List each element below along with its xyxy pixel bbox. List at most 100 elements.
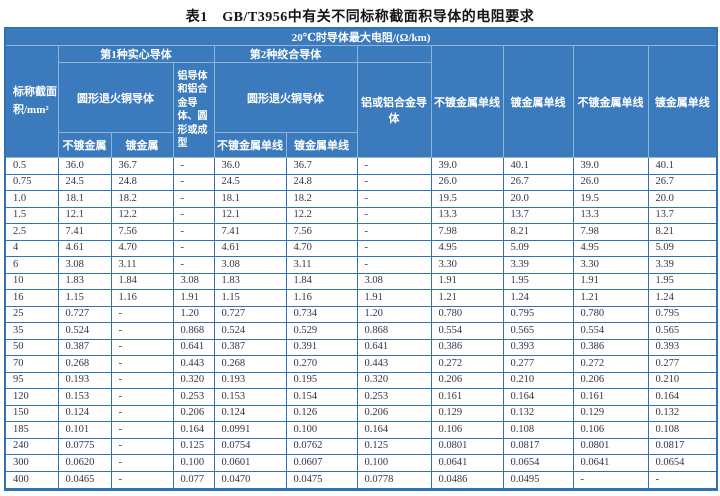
resistance-table: 20℃时导体最大电阻/(Ω/km) 标称截面积/mm² 第1种实心导体 第2种绞… bbox=[4, 27, 719, 491]
row-label-cell: 0.5 bbox=[4, 157, 59, 175]
row-label-cell: 1.0 bbox=[4, 190, 59, 208]
value-cell: 0.0778 bbox=[356, 470, 432, 491]
value-cell: - bbox=[356, 223, 432, 241]
value-cell: 0.0620 bbox=[57, 454, 112, 472]
value-cell: 0.129 bbox=[430, 404, 504, 423]
value-cell: 3.39 bbox=[502, 256, 574, 274]
value-cell: 0.524 bbox=[213, 322, 287, 340]
table-row: 300 0.0620-0.100 0.0601 0.0607 0.100 0.0641 0.… bbox=[4, 454, 718, 472]
row-label-cell: 95 bbox=[4, 371, 59, 390]
value-cell: 1.24 bbox=[502, 289, 574, 307]
value-cell: - bbox=[172, 173, 215, 192]
value-cell: 36.7 bbox=[110, 157, 174, 175]
value-cell: 1.16 bbox=[110, 289, 174, 307]
value-cell: 1.24 bbox=[647, 289, 718, 307]
value-cell: 0.206 bbox=[430, 371, 504, 390]
value-cell: 7.56 bbox=[285, 223, 358, 241]
value-cell: 24.8 bbox=[285, 173, 358, 192]
row-label-cell: 35 bbox=[4, 322, 59, 340]
row-label-cell: 300 bbox=[4, 454, 59, 472]
value-cell: 12.2 bbox=[110, 206, 174, 225]
value-cell: 0.386 bbox=[430, 338, 504, 357]
value-cell: 0.154 bbox=[285, 388, 358, 406]
table-row: 50 0.387-0.641 0.387 0.391 0.641 0.386 0.393 0.… bbox=[4, 338, 718, 357]
value-cell: 0.268 bbox=[57, 355, 112, 373]
table-row: 150 0.124-0.206 0.124 0.126 0.206 0.129 0.132 0… bbox=[4, 404, 718, 423]
value-cell: - bbox=[172, 223, 215, 241]
table-row: 10 1.83 1.84 3.08 1.83 1.84 3.08 1.91 1.95 1.91 1.… bbox=[4, 272, 718, 291]
value-cell: 0.253 bbox=[356, 388, 432, 406]
value-cell: 12.2 bbox=[285, 206, 358, 225]
value-cell: 0.0801 bbox=[572, 437, 649, 456]
value-cell: 0.161 bbox=[572, 388, 649, 406]
value-cell: 26.0 bbox=[572, 173, 649, 192]
row-label-cell: 240 bbox=[4, 437, 59, 456]
header-aluminum-solid: 铝导体和铝合金导体、圆形或成型 bbox=[172, 62, 215, 158]
header-row-4: 不镀金属 镀金属 不镀金属单线 镀金属单线 bbox=[5, 132, 717, 158]
value-cell: 1.91 bbox=[430, 272, 504, 291]
value-cell: 0.529 bbox=[285, 322, 358, 340]
value-cell: 0.320 bbox=[356, 371, 432, 390]
value-cell: 0.554 bbox=[430, 322, 504, 340]
header-row-1: 20℃时导体最大电阻/(Ω/km) bbox=[4, 27, 718, 46]
value-cell: 0.125 bbox=[172, 437, 215, 456]
value-cell: 1.15 bbox=[57, 289, 112, 307]
value-cell: 20.0 bbox=[502, 190, 574, 208]
value-cell: 18.2 bbox=[110, 190, 174, 208]
value-cell: 3.39 bbox=[647, 256, 718, 274]
row-label-cell: 16 bbox=[4, 289, 59, 307]
value-cell: 36.7 bbox=[285, 157, 358, 175]
value-cell: 4.61 bbox=[57, 239, 112, 258]
value-cell: - bbox=[356, 173, 432, 192]
table-row: 0.75 24.5 24.8-24.5 24.8-26.0 26.7 26.0 26.7 bbox=[4, 173, 718, 192]
header-plated-metal: 镀金属 bbox=[110, 132, 174, 158]
value-cell: 40.1 bbox=[647, 157, 718, 175]
value-cell: 4.95 bbox=[430, 239, 504, 258]
row-label-cell: 185 bbox=[4, 421, 59, 439]
table-row: 0.5 36.0 36.7-36.0 36.7-39.0 40.1 39.0 40.1 bbox=[4, 157, 718, 175]
value-cell: - bbox=[356, 239, 432, 258]
value-cell: 0.0641 bbox=[572, 454, 649, 472]
value-cell: 0.641 bbox=[356, 338, 432, 357]
header-unplated-metal: 不镀金属 bbox=[57, 132, 112, 158]
value-cell: 3.08 bbox=[172, 272, 215, 291]
value-cell: 12.1 bbox=[213, 206, 287, 225]
value-cell: 0.565 bbox=[647, 322, 718, 340]
value-cell: 0.164 bbox=[172, 421, 215, 439]
value-cell: 0.101 bbox=[57, 421, 112, 439]
value-cell: 0.210 bbox=[502, 371, 574, 390]
table-row: 1.5 12.1 12.2-12.1 12.2-13.3 13.7 13.3 13.7 bbox=[4, 206, 718, 225]
value-cell: 0.077 bbox=[172, 470, 215, 491]
value-cell: 0.727 bbox=[57, 305, 112, 324]
value-cell: 0.129 bbox=[572, 404, 649, 423]
value-cell: - bbox=[356, 206, 432, 225]
value-cell: 0.164 bbox=[647, 388, 718, 406]
value-cell: 3.08 bbox=[213, 256, 287, 274]
value-cell: 0.277 bbox=[502, 355, 574, 373]
row-label-cell: 6 bbox=[4, 256, 59, 274]
value-cell: 1.16 bbox=[285, 289, 358, 307]
table-row: 16 1.15 1.16 1.91 1.15 1.16 1.91 1.21 1.24 1.21 1.… bbox=[4, 289, 718, 307]
value-cell: 0.641 bbox=[172, 338, 215, 357]
value-cell: 7.56 bbox=[110, 223, 174, 241]
header-unplated-wire-col5: 不镀金属单线 bbox=[213, 132, 287, 158]
value-cell: 0.132 bbox=[502, 404, 574, 423]
value-cell: - bbox=[172, 239, 215, 258]
header-plated-wire-col9: 镀金属单线 bbox=[502, 45, 574, 158]
value-cell: 0.727 bbox=[213, 305, 287, 324]
header-row-2: 标称截面积/mm² 第1种实心导体 第2种绞合导体 不镀金属单线 镀金属单线 不… bbox=[4, 45, 718, 158]
value-cell: 0.195 bbox=[285, 371, 358, 390]
value-cell: 0.206 bbox=[572, 371, 649, 390]
value-cell: 19.5 bbox=[572, 190, 649, 208]
table-row: 400 0.0465-0.077 0.0470 0.0475 0.0778 0.0486 0… bbox=[4, 470, 718, 491]
value-cell: - bbox=[572, 470, 649, 491]
value-cell: 0.387 bbox=[57, 338, 112, 357]
header-max-resistance: 20℃时导体最大电阻/(Ω/km) bbox=[4, 27, 718, 46]
value-cell: 0.386 bbox=[572, 338, 649, 357]
value-cell: 3.11 bbox=[110, 256, 174, 274]
value-cell: 0.868 bbox=[172, 322, 215, 340]
value-cell: 1.95 bbox=[502, 272, 574, 291]
table-row: 25 0.727-1.20 0.727 0.734 1.20 0.780 0.795 0.78… bbox=[4, 305, 718, 324]
row-label-cell: 2.5 bbox=[4, 223, 59, 241]
value-cell: 1.91 bbox=[356, 289, 432, 307]
